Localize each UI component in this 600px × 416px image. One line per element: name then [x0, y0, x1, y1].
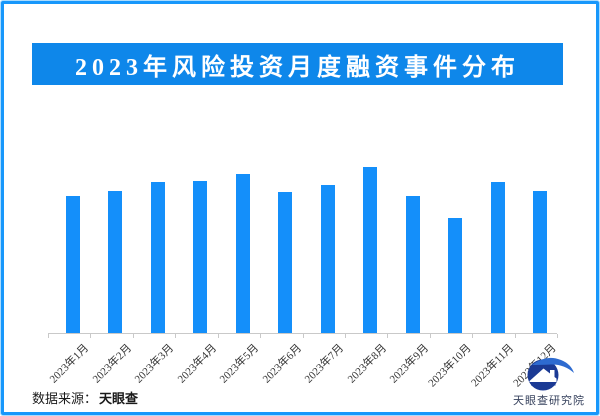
bar-2023年7月 [320, 185, 335, 333]
bar-2023年9月 [405, 196, 420, 333]
x-axis-label: 2023年4月 [175, 342, 219, 386]
bar-2023年1月 [65, 196, 80, 333]
bar-2023年10月 [448, 218, 462, 333]
x-axis-tick [344, 334, 346, 338]
x-axis-label: 2023年3月 [132, 342, 177, 386]
x-axis-label: 2023年5月 [217, 342, 262, 386]
x-axis-label: 2023年10月 [426, 342, 474, 390]
x-axis-tick [514, 334, 516, 338]
x-axis-line [48, 333, 557, 334]
bar-2023年4月 [193, 181, 207, 333]
x-axis-tick [472, 334, 474, 338]
tianyancha-logo-icon [527, 357, 574, 391]
x-axis-tick [90, 334, 92, 338]
bar-2023年3月 [150, 182, 165, 333]
x-axis-tick [557, 334, 558, 338]
data-source-label: 数据来源： [32, 391, 98, 406]
x-axis-tick [429, 334, 431, 338]
x-axis-tick [175, 334, 177, 338]
bar-2023年2月 [108, 191, 122, 333]
x-axis-tick [217, 334, 219, 338]
bar-2023年11月 [490, 182, 505, 333]
bar-2023年6月 [278, 192, 292, 333]
data-source-value: 天眼查 [99, 391, 139, 406]
bar-2023年12月 [533, 191, 547, 333]
x-axis-label: 2023年6月 [260, 342, 304, 386]
brand-name: 天眼查研究院 [513, 395, 585, 407]
x-axis-tick [260, 334, 262, 338]
x-axis-label: 2023年2月 [90, 342, 134, 386]
brand-block: 天眼查研究院 [512, 356, 586, 408]
x-axis-tick [302, 334, 304, 338]
bar-2023年5月 [235, 174, 250, 333]
x-axis-label: 2023年1月 [47, 342, 92, 386]
x-axis-label: 2023年7月 [302, 342, 347, 386]
x-axis-tick [132, 334, 134, 338]
data-source: 数据来源： 天眼查 [32, 388, 138, 407]
chart-title: 2023年风险投资月度融资事件分布 [75, 54, 520, 81]
chart-title-banner: 2023年风险投资月度融资事件分布 [32, 43, 563, 85]
x-axis-tick [387, 334, 389, 338]
x-axis-label: 2023年8月 [345, 342, 389, 386]
x-axis-label: 2023年11月 [469, 342, 517, 390]
bar-2023年8月 [363, 167, 377, 333]
x-axis-tick [48, 334, 49, 338]
